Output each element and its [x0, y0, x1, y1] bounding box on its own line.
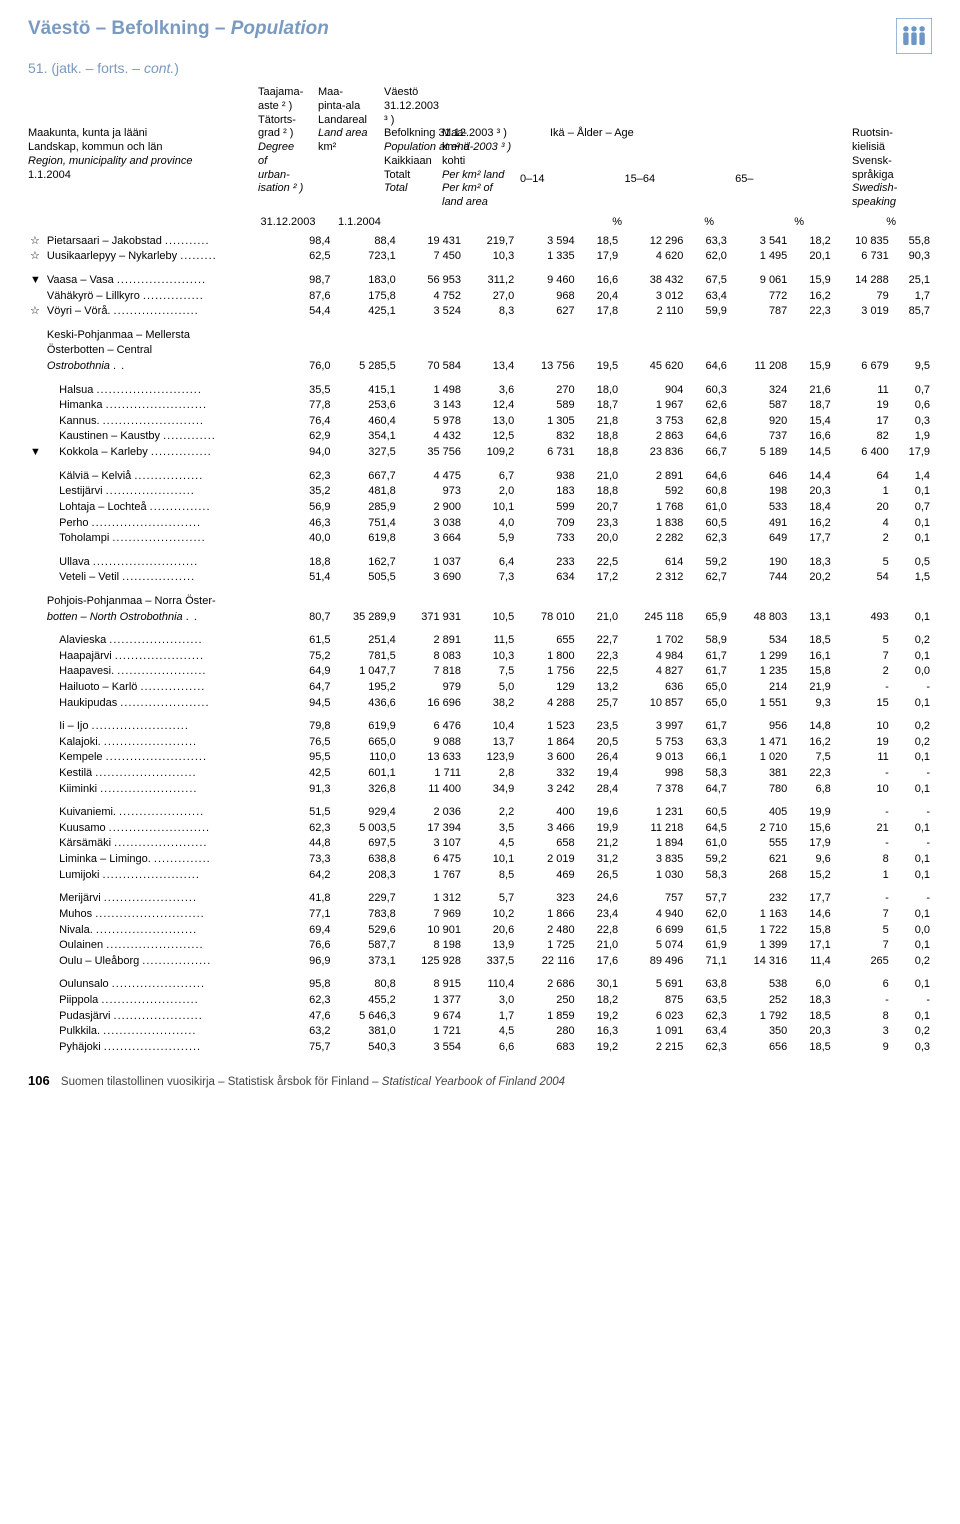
- page: Väestö – Befolkning – Population 51. (ja…: [0, 0, 960, 1096]
- table-row: Lohtaja – Lochteå ...............56,9285…: [28, 500, 932, 516]
- table-row: Ii – Ijo ........................79,8619…: [28, 719, 932, 735]
- table-row: Piippola ........................62,3455…: [28, 993, 932, 1009]
- table-row: ☆Uusikaarlepyy – Nykarleby .........62,5…: [28, 249, 932, 265]
- table-row: Perho ...........................46,3751…: [28, 516, 932, 532]
- population-icon: [896, 18, 932, 54]
- table-row: Kestilä .........................42,5601…: [28, 766, 932, 782]
- table-row: ☆Vöyri – Vörå. .....................54,4…: [28, 304, 932, 320]
- table-row: Himanka .........................77,8253…: [28, 398, 932, 414]
- table-row: Pyhäjoki ........................75,7540…: [28, 1040, 932, 1056]
- table-row: Muhos ...........................77,1783…: [28, 907, 932, 923]
- subtitle: 51. (jatk. – forts. – cont.): [28, 60, 932, 76]
- table-row: Ullava ..........................18,8162…: [28, 555, 932, 571]
- table-row: Oulu – Uleåborg .................96,9373…: [28, 954, 932, 970]
- data-table: ☆Pietarsaari – Jakobstad ...........98,4…: [28, 234, 932, 1056]
- table-row: Lestijärvi ......................35,2481…: [28, 484, 932, 500]
- section-header: Pohjois-Pohjanmaa – Norra Öster-: [28, 594, 932, 610]
- table-row: Kalajoki. .......................76,5665…: [28, 735, 932, 751]
- table-row: Kuivaniemi. .....................51,5929…: [28, 805, 932, 821]
- section-header: Keski-Pohjanmaa – Mellersta: [28, 328, 932, 344]
- table-row: Kempele .........................95,5110…: [28, 750, 932, 766]
- table-row: Haukipudas ......................94,5436…: [28, 696, 932, 712]
- section-row: Ostrobothnia . .76,05 285,570 58413,413 …: [28, 359, 932, 375]
- table-row: Liminka – Limingo. ..............73,3638…: [28, 852, 932, 868]
- table-row: Halsua ..........................35,5415…: [28, 383, 932, 399]
- table-row: Vähäkyrö – Lillkyro ...............87,61…: [28, 289, 932, 305]
- table-row: Kannus. .........................76,4460…: [28, 414, 932, 430]
- footer: 106 Suomen tilastollinen vuosikirja – St…: [28, 1073, 932, 1088]
- table-row: Pudasjärvi ......................47,65 6…: [28, 1009, 932, 1025]
- table-row: Kaustinen – Kaustby .............62,9354…: [28, 429, 932, 445]
- title-text-italic: Population: [231, 18, 329, 39]
- table-row: Lumijoki ........................64,2208…: [28, 868, 932, 884]
- table-row: Haapajärvi ......................75,2781…: [28, 649, 932, 665]
- page-number: 106: [28, 1073, 50, 1088]
- table-row: Toholampi .......................40,0619…: [28, 531, 932, 547]
- table-row: Kuusamo .........................62,35 0…: [28, 821, 932, 837]
- table-row: Kärsämäki .......................44,8697…: [28, 836, 932, 852]
- table-row: ▼ Kokkola – Karleby ...............94,03…: [28, 445, 932, 461]
- title-text: Väestö – Befolkning –: [28, 18, 231, 39]
- table-row: Kiiminki ........................91,3326…: [28, 782, 932, 798]
- table-row: Alavieska .......................61,5251…: [28, 633, 932, 649]
- page-title: Väestö – Befolkning – Population: [28, 18, 329, 40]
- table-row: Oulainen ........................76,6587…: [28, 938, 932, 954]
- table-row: ☆Pietarsaari – Jakobstad ...........98,4…: [28, 234, 932, 250]
- date-row: 31.12.2003 1.1.2004 % % % %: [28, 216, 932, 228]
- table-row: Kälviä – Kelviå .................62,3667…: [28, 469, 932, 485]
- table-row: Hailuoto – Karlö ................64,7195…: [28, 680, 932, 696]
- table-row: Veteli – Vetil ..................51,4505…: [28, 570, 932, 586]
- table-row: ▼Vaasa – Vasa ......................98,7…: [28, 273, 932, 289]
- title-row: Väestö – Befolkning – Population: [28, 18, 932, 54]
- table-row: Pulkkila. .......................63,2381…: [28, 1024, 932, 1040]
- table-row: Nivala. .........................69,4529…: [28, 923, 932, 939]
- section-row: botten – North Ostrobothnia . .80,735 28…: [28, 610, 932, 626]
- table-row: Haapavesi. ......................64,91 0…: [28, 664, 932, 680]
- table-row: Oulunsalo .......................95,880,…: [28, 977, 932, 993]
- column-headers: Maakunta, kunta ja lääni Landskap, kommu…: [28, 86, 932, 210]
- section-header: Österbotten – Central: [28, 343, 932, 359]
- table-row: Merijärvi .......................41,8229…: [28, 891, 932, 907]
